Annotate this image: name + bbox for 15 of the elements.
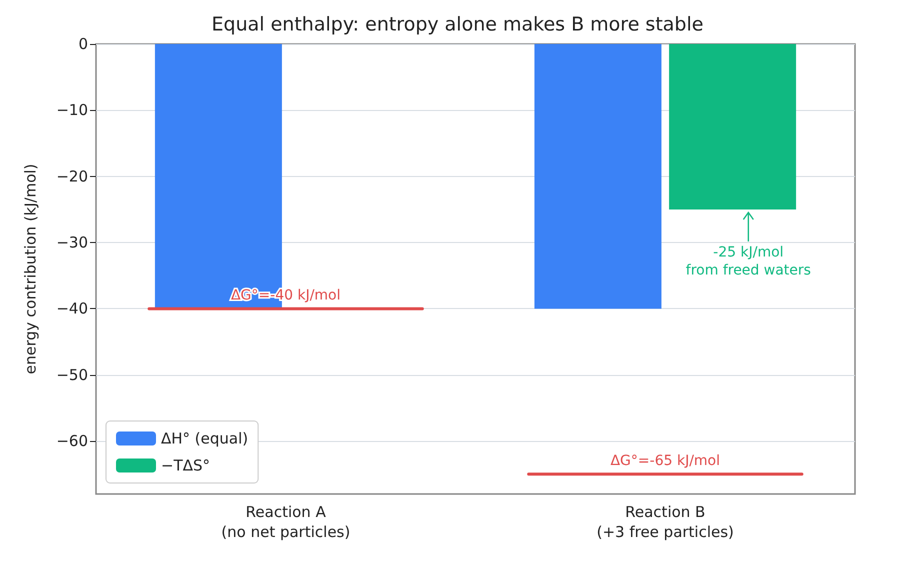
y-tick-label: −50 [56, 366, 88, 384]
y-axis-title: energy contribution (kJ/mol) [22, 164, 40, 374]
annotation: -25 kJ/mol from freed waters [686, 244, 811, 278]
y-tick-label: −20 [56, 167, 88, 186]
chart-title: Equal enthalpy: entropy alone makes B more stable [212, 14, 704, 36]
legend-label: ΔH° (equal) [161, 430, 248, 448]
x-tick-label: Reaction B (+3 free particles) [596, 503, 734, 541]
y-tick-label: −10 [56, 101, 88, 120]
y-tick-label: 0 [78, 35, 88, 53]
y-tick-label: −30 [56, 234, 88, 252]
y-tick-label: −40 [56, 300, 88, 318]
y-tick-label: −60 [56, 432, 88, 450]
ref-line-label: ΔG°=-65 kJ/mol [610, 453, 720, 470]
legend-label: −TΔS° [161, 456, 210, 474]
x-tick-label: Reaction A (no net particles) [221, 503, 350, 541]
